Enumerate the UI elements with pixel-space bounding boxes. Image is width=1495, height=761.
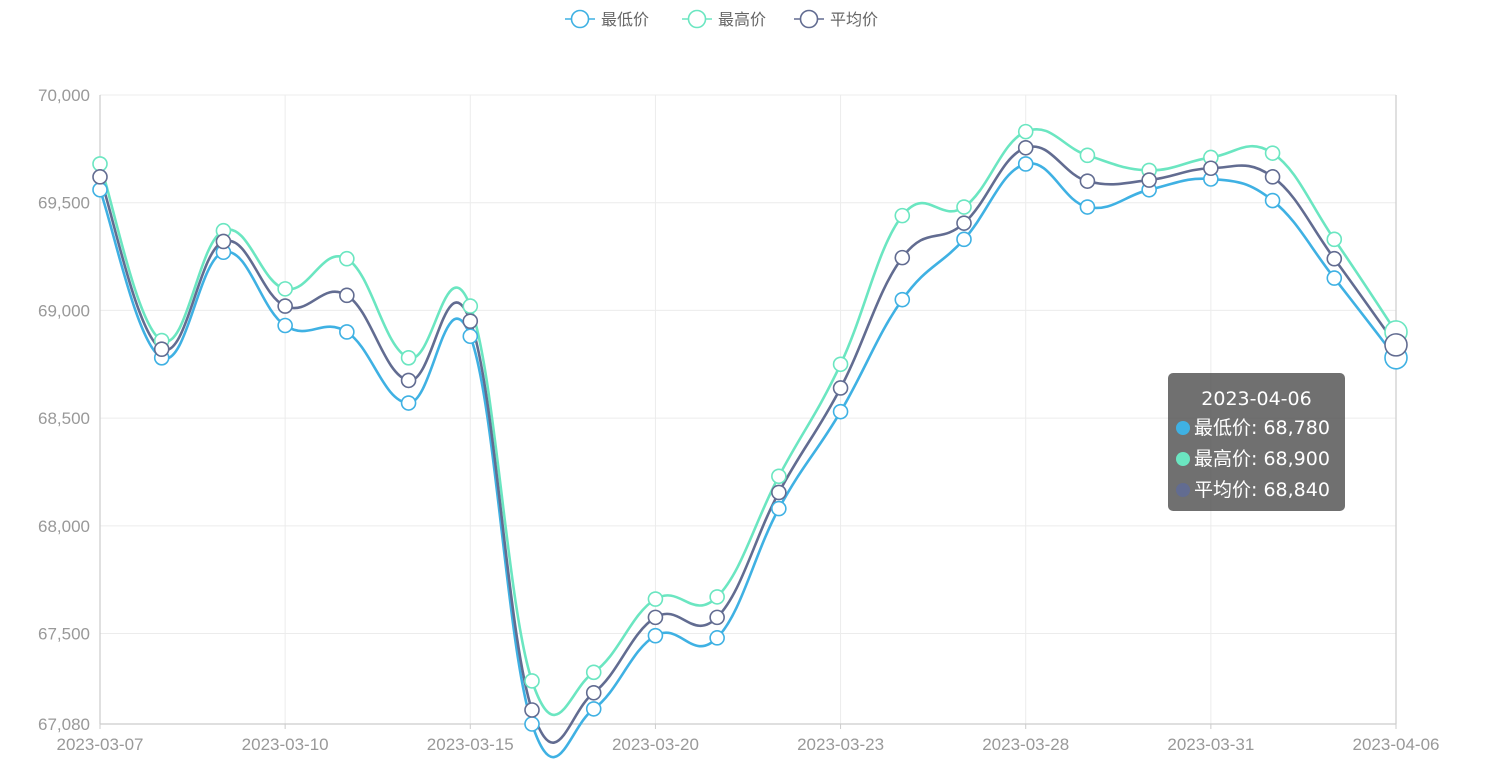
point-high[interactable] bbox=[92, 156, 108, 172]
point-avg[interactable] bbox=[647, 609, 664, 626]
legend-circle-icon bbox=[687, 9, 707, 29]
y-tick-label: 70,000 bbox=[38, 86, 90, 105]
point-high[interactable] bbox=[1264, 145, 1281, 161]
point-avg[interactable] bbox=[771, 484, 787, 501]
point-high[interactable] bbox=[400, 350, 417, 366]
tooltip-marker-low bbox=[1176, 421, 1190, 435]
legend-label: 最高价 bbox=[718, 10, 766, 29]
point-avg[interactable] bbox=[956, 215, 972, 231]
point-avg[interactable] bbox=[92, 169, 108, 185]
point-avg[interactable] bbox=[215, 233, 232, 250]
point-avg[interactable] bbox=[1017, 139, 1034, 156]
point-avg[interactable] bbox=[400, 372, 417, 389]
point-low[interactable] bbox=[647, 627, 664, 644]
tooltip-row-high: 最高价: 68,900 bbox=[1168, 444, 1345, 475]
x-tick-label: 2023-03-20 bbox=[612, 735, 699, 754]
x-tick-label: 2023-03-15 bbox=[427, 735, 514, 754]
point-low[interactable] bbox=[832, 403, 849, 420]
legend-circle-icon bbox=[570, 9, 590, 29]
tooltip-text-high: 最高价: 68,900 bbox=[1194, 448, 1330, 470]
point-low[interactable] bbox=[894, 291, 911, 308]
x-tick-label: 2023-04-06 bbox=[1353, 735, 1440, 754]
point-high[interactable] bbox=[647, 591, 664, 607]
point-avg[interactable] bbox=[585, 684, 602, 701]
point-low[interactable] bbox=[956, 231, 972, 248]
tooltip-marker-avg bbox=[1176, 483, 1190, 497]
point-high[interactable] bbox=[1326, 231, 1343, 248]
x-tick-label: 2023-03-07 bbox=[57, 735, 144, 754]
point-high[interactable] bbox=[771, 468, 787, 485]
point-low[interactable] bbox=[585, 701, 602, 717]
point-avg[interactable] bbox=[1326, 250, 1343, 267]
point-avg[interactable] bbox=[153, 341, 170, 357]
axes: 70,000 69,500 69,000 68,500 68,000 67,500 67,0… bbox=[38, 86, 1439, 754]
legend-label: 平均价 bbox=[830, 10, 878, 29]
point-low[interactable] bbox=[277, 317, 293, 334]
point-low[interactable] bbox=[462, 328, 479, 345]
point-high[interactable] bbox=[832, 356, 849, 373]
tooltip-title: 2023-04-06 bbox=[1201, 388, 1312, 410]
legend-item-avg[interactable]: 平均价 bbox=[794, 9, 878, 29]
point-avg[interactable] bbox=[277, 298, 293, 314]
point-avg[interactable] bbox=[524, 702, 540, 718]
y-tick-label: 67,080 bbox=[38, 715, 90, 734]
point-high[interactable] bbox=[339, 250, 355, 267]
point-avg[interactable] bbox=[832, 380, 849, 396]
legend-item-high[interactable]: 最高价 bbox=[682, 9, 766, 29]
series-points[interactable] bbox=[92, 123, 1408, 732]
y-tick-label: 67,500 bbox=[38, 625, 90, 644]
point-high[interactable] bbox=[1017, 123, 1034, 140]
point-low[interactable] bbox=[1017, 156, 1034, 172]
point-low[interactable] bbox=[92, 181, 108, 198]
y-tick-label: 69,000 bbox=[38, 301, 90, 320]
point-low[interactable] bbox=[709, 630, 725, 646]
point-low[interactable] bbox=[771, 500, 787, 517]
point-avg[interactable] bbox=[1384, 333, 1408, 357]
point-low[interactable] bbox=[1264, 192, 1281, 209]
tooltip-row-low: 最低价: 68,780 bbox=[1168, 413, 1345, 444]
point-high[interactable] bbox=[956, 199, 972, 215]
legend-item-low[interactable]: 最低价 bbox=[565, 9, 649, 29]
y-tick-label: 69,500 bbox=[38, 194, 90, 213]
point-low[interactable] bbox=[1079, 199, 1096, 215]
x-tick-label: 2023-03-10 bbox=[242, 735, 329, 754]
point-low[interactable] bbox=[524, 716, 540, 732]
point-high[interactable] bbox=[585, 664, 602, 681]
point-high[interactable] bbox=[1079, 147, 1096, 164]
tooltip-text-low: 最低价: 68,780 bbox=[1194, 417, 1330, 439]
point-avg[interactable] bbox=[1264, 169, 1281, 185]
point-avg[interactable] bbox=[462, 313, 479, 329]
legend[interactable]: 最低价 最高价 平均价 bbox=[565, 9, 878, 29]
x-tick-label: 2023-03-28 bbox=[982, 735, 1069, 754]
tooltip-text-avg: 平均价: 68,840 bbox=[1194, 479, 1330, 501]
point-avg[interactable] bbox=[709, 609, 725, 626]
x-tick-label: 2023-03-23 bbox=[797, 735, 884, 754]
point-high[interactable] bbox=[709, 589, 725, 605]
point-low[interactable] bbox=[400, 395, 417, 411]
y-tick-label: 68,500 bbox=[38, 409, 90, 428]
point-high[interactable] bbox=[524, 673, 540, 689]
point-high[interactable] bbox=[462, 298, 479, 314]
point-avg[interactable] bbox=[894, 249, 911, 266]
point-low[interactable] bbox=[1326, 270, 1343, 286]
y-tick-label: 68,000 bbox=[38, 517, 90, 536]
tooltip-marker-high bbox=[1176, 452, 1190, 466]
point-avg[interactable] bbox=[1203, 160, 1219, 177]
legend-circle-icon bbox=[799, 9, 819, 29]
point-high[interactable] bbox=[277, 281, 293, 297]
point-high[interactable] bbox=[894, 207, 911, 224]
x-tick-label: 2023-03-31 bbox=[1167, 735, 1254, 754]
point-avg[interactable] bbox=[339, 287, 355, 304]
tooltip: 2023-04-06 最低价: 68,780 最高价: 68,900 平均价: … bbox=[1168, 373, 1345, 511]
tooltip-row-avg: 平均价: 68,840 bbox=[1168, 475, 1345, 506]
point-avg[interactable] bbox=[1079, 173, 1096, 189]
point-low[interactable] bbox=[339, 324, 355, 340]
legend-label: 最低价 bbox=[601, 10, 649, 29]
point-avg[interactable] bbox=[1141, 172, 1157, 188]
